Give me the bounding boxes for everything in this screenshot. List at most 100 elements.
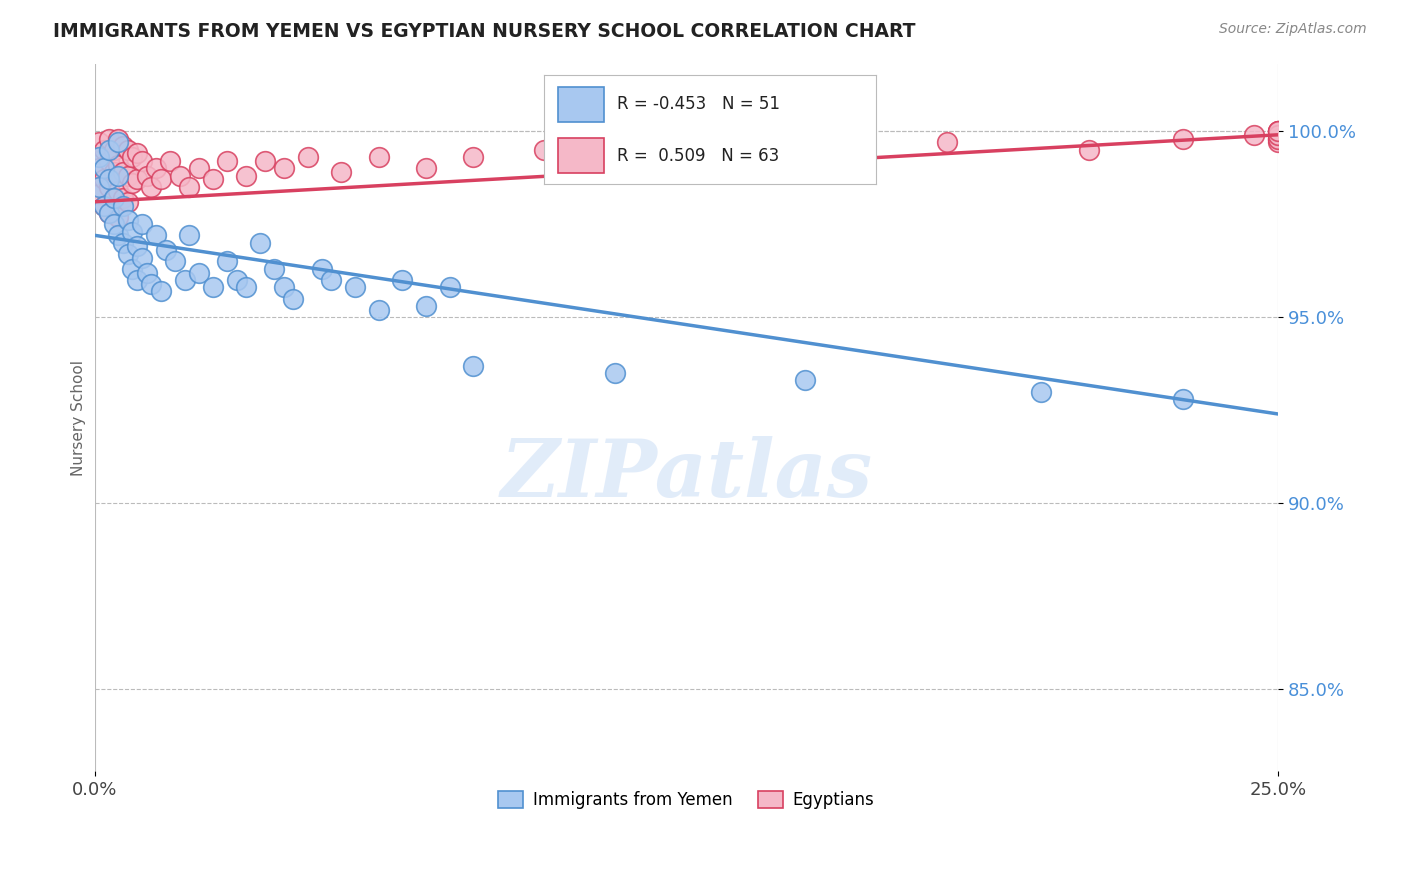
Point: [121, 150, 143, 164]
Point: [97, 180, 120, 194]
Point: [149, 172, 172, 186]
Legend: Immigrants from Yemen, Egyptians: Immigrants from Yemen, Egyptians: [492, 785, 882, 816]
Point: [131, 217, 153, 231]
Point: [1267, 124, 1289, 138]
Point: [93, 143, 115, 157]
Point: [165, 254, 187, 268]
Point: [117, 143, 139, 157]
Point: [217, 254, 239, 268]
Point: [97, 206, 120, 220]
Point: [415, 161, 437, 176]
Point: [103, 165, 125, 179]
Point: [149, 284, 172, 298]
Point: [117, 194, 139, 209]
Point: [111, 191, 134, 205]
Point: [793, 374, 815, 388]
Point: [1267, 128, 1289, 142]
Point: [463, 359, 485, 373]
Point: [1267, 135, 1289, 149]
Point: [1267, 131, 1289, 145]
Point: [89, 180, 111, 194]
Point: [1267, 128, 1289, 142]
Point: [201, 280, 224, 294]
Point: [1267, 131, 1289, 145]
Point: [107, 210, 129, 224]
Point: [131, 153, 153, 168]
Point: [179, 228, 201, 243]
Point: [1267, 124, 1289, 138]
Point: [253, 153, 276, 168]
Text: Source: ZipAtlas.com: Source: ZipAtlas.com: [1219, 22, 1367, 37]
Point: [155, 243, 177, 257]
Point: [311, 261, 333, 276]
Point: [111, 165, 134, 179]
Point: [107, 184, 129, 198]
Point: [131, 251, 153, 265]
Point: [107, 228, 129, 243]
Point: [93, 198, 115, 212]
Point: [391, 273, 413, 287]
Point: [89, 135, 111, 149]
Point: [235, 280, 257, 294]
Point: [97, 153, 120, 168]
Point: [111, 235, 134, 250]
Point: [135, 169, 157, 183]
Point: [1173, 392, 1195, 406]
Point: [141, 277, 163, 291]
Point: [367, 302, 389, 317]
Point: [605, 153, 627, 168]
Point: [127, 172, 149, 186]
Point: [605, 366, 627, 380]
Point: [93, 198, 115, 212]
Point: [817, 150, 839, 164]
Point: [89, 150, 111, 164]
Point: [97, 172, 120, 186]
Point: [121, 225, 143, 239]
Point: [329, 165, 352, 179]
Point: [93, 161, 115, 176]
Point: [97, 131, 120, 145]
Point: [121, 261, 143, 276]
Point: [121, 176, 143, 190]
Point: [343, 280, 366, 294]
Point: [145, 161, 167, 176]
Point: [283, 292, 305, 306]
Point: [135, 266, 157, 280]
Point: [127, 146, 149, 161]
Point: [169, 169, 191, 183]
Point: [93, 172, 115, 186]
Point: [103, 191, 125, 205]
Point: [103, 191, 125, 205]
Point: [1031, 384, 1053, 399]
Point: [111, 139, 134, 153]
Point: [107, 131, 129, 145]
Point: [103, 217, 125, 231]
Point: [117, 169, 139, 183]
Point: [173, 273, 195, 287]
Point: [225, 273, 247, 287]
Text: ZIPatlas: ZIPatlas: [501, 435, 872, 513]
Point: [127, 273, 149, 287]
Point: [1077, 143, 1099, 157]
Point: [273, 280, 295, 294]
Y-axis label: Nursery School: Nursery School: [72, 359, 86, 475]
Point: [97, 143, 120, 157]
Point: [463, 150, 485, 164]
Point: [249, 235, 271, 250]
Point: [141, 180, 163, 194]
Point: [103, 143, 125, 157]
Point: [1267, 128, 1289, 142]
Point: [179, 180, 201, 194]
Point: [159, 153, 181, 168]
Point: [117, 213, 139, 227]
Point: [297, 150, 319, 164]
Point: [415, 299, 437, 313]
Point: [439, 280, 461, 294]
Point: [321, 273, 343, 287]
Point: [1267, 124, 1289, 138]
Point: [97, 206, 120, 220]
Point: [145, 228, 167, 243]
Point: [1243, 128, 1265, 142]
Point: [217, 153, 239, 168]
Point: [273, 161, 295, 176]
